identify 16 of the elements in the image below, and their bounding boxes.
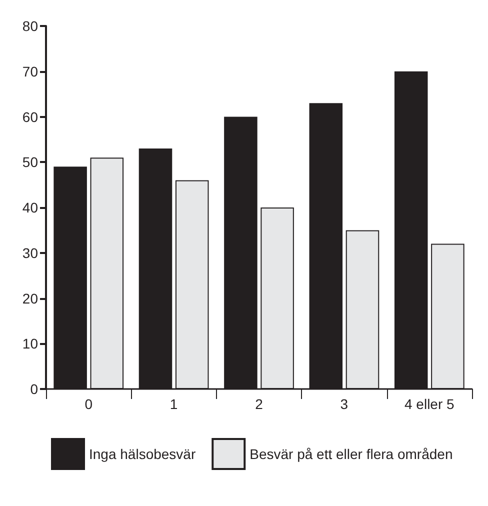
x-tick-label: 0 <box>84 396 93 412</box>
legend-label: Inga hälsobesvär <box>89 446 196 462</box>
x-tick-label: 1 <box>170 396 178 412</box>
y-tick-label: 10 <box>22 336 38 352</box>
y-tick-label: 20 <box>22 290 38 306</box>
y-tick-label: 70 <box>22 63 38 80</box>
y-tick-label: 0 <box>30 381 38 397</box>
y-tick-label: 40 <box>22 200 38 216</box>
y-tick-label: 50 <box>22 154 38 170</box>
x-tick-label: 2 <box>255 396 264 412</box>
x-tick-label: 4 eller 5 <box>404 396 455 412</box>
legend-label: Besvär på ett eller flera områden <box>250 446 453 462</box>
y-tick-label: 60 <box>22 108 38 125</box>
y-tick-label: 80 <box>22 18 38 34</box>
x-tick-label: 3 <box>340 396 348 412</box>
y-tick-label: 30 <box>22 244 38 261</box>
